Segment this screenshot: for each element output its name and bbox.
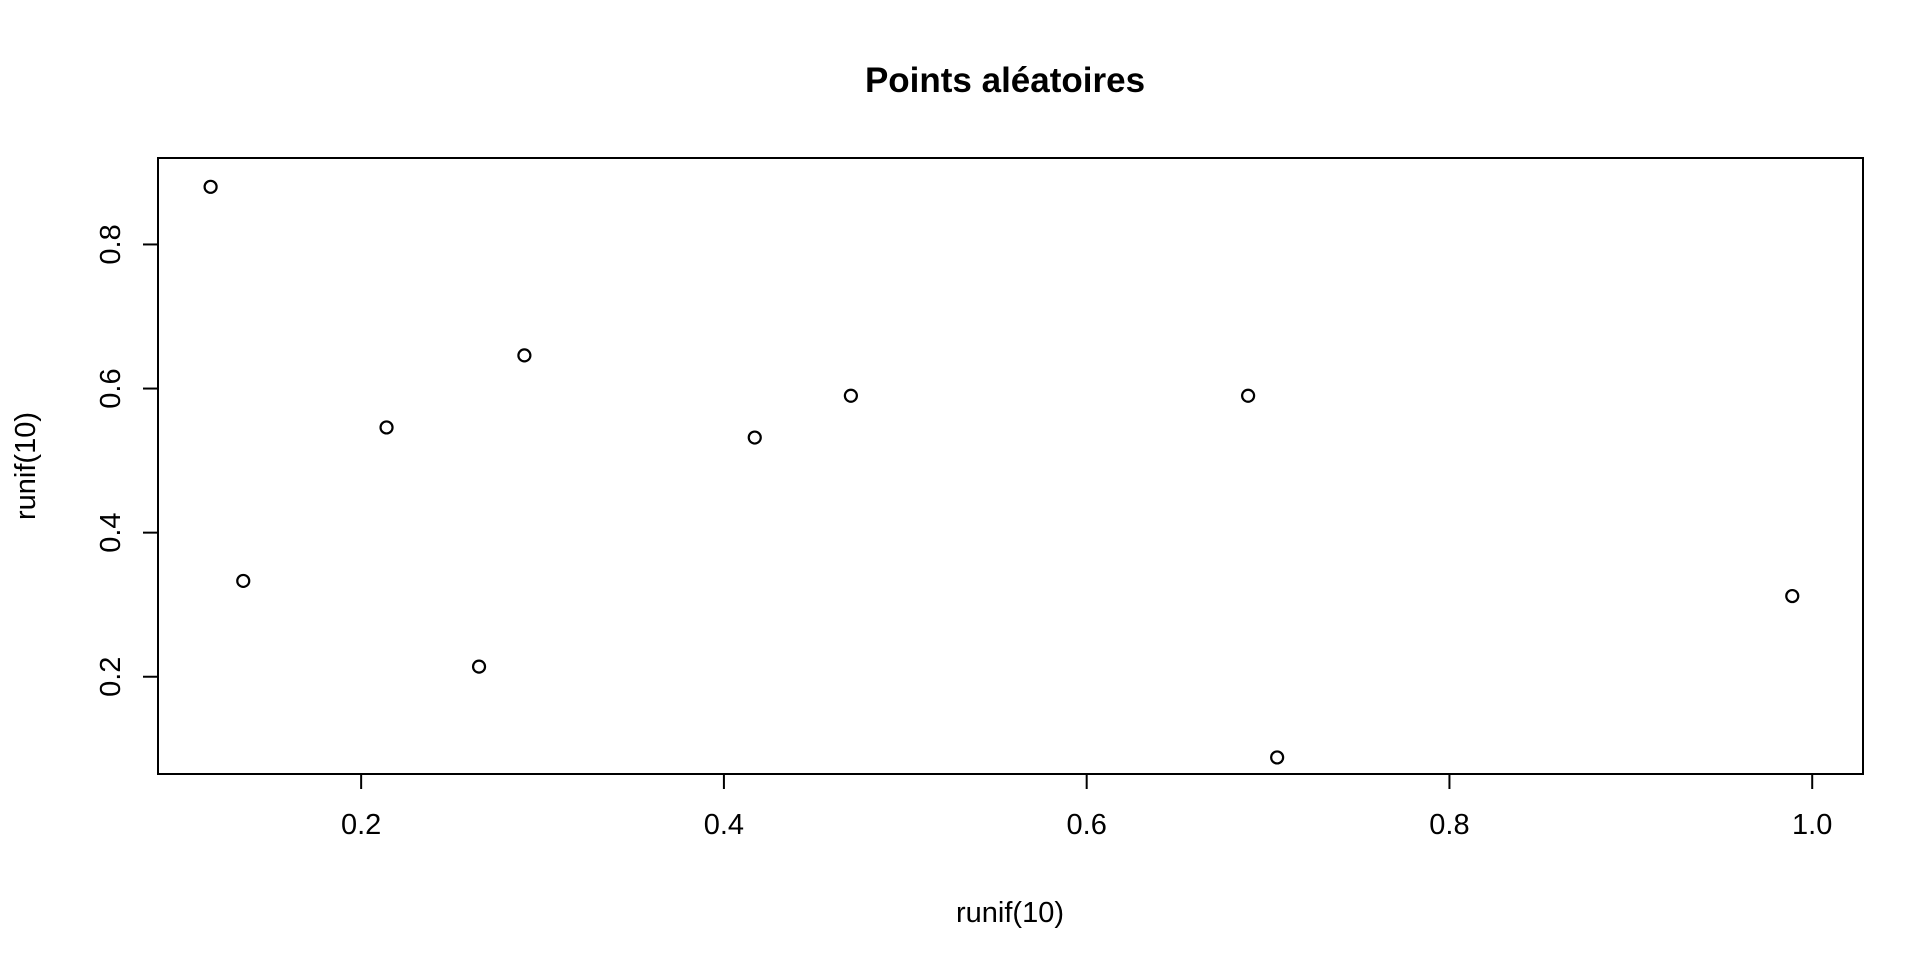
data-point	[1785, 588, 1800, 604]
data-point	[843, 388, 858, 403]
x-axis: 0.2 0.4 0.6 0.8 1.0	[341, 773, 1832, 841]
data-points	[203, 179, 1800, 765]
chart-title: Points aléatoires	[865, 61, 1145, 100]
x-axis-label: runif(10)	[956, 897, 1064, 929]
x-tick-label: 0.6	[1067, 809, 1107, 841]
y-tick-label: 0.4	[95, 512, 127, 552]
data-point	[379, 420, 394, 435]
y-axis-label: runif(10)	[10, 412, 42, 520]
data-point	[747, 430, 762, 445]
x-tick-label: 0.4	[704, 809, 744, 841]
data-point	[236, 573, 251, 589]
data-point	[1270, 750, 1285, 765]
y-tick-label: 0.8	[95, 224, 127, 264]
x-tick-label: 0.2	[341, 809, 381, 841]
data-point	[203, 179, 218, 194]
y-axis: 0.2 0.4 0.6 0.8	[95, 224, 159, 697]
x-tick-label: 1.0	[1792, 809, 1832, 841]
plot-frame	[157, 157, 1864, 775]
data-point	[517, 348, 532, 363]
data-point	[471, 659, 487, 674]
y-tick-label: 0.6	[95, 368, 127, 408]
x-tick-label: 0.8	[1429, 809, 1469, 841]
y-tick-label: 0.2	[95, 657, 127, 697]
data-point	[1241, 388, 1256, 403]
